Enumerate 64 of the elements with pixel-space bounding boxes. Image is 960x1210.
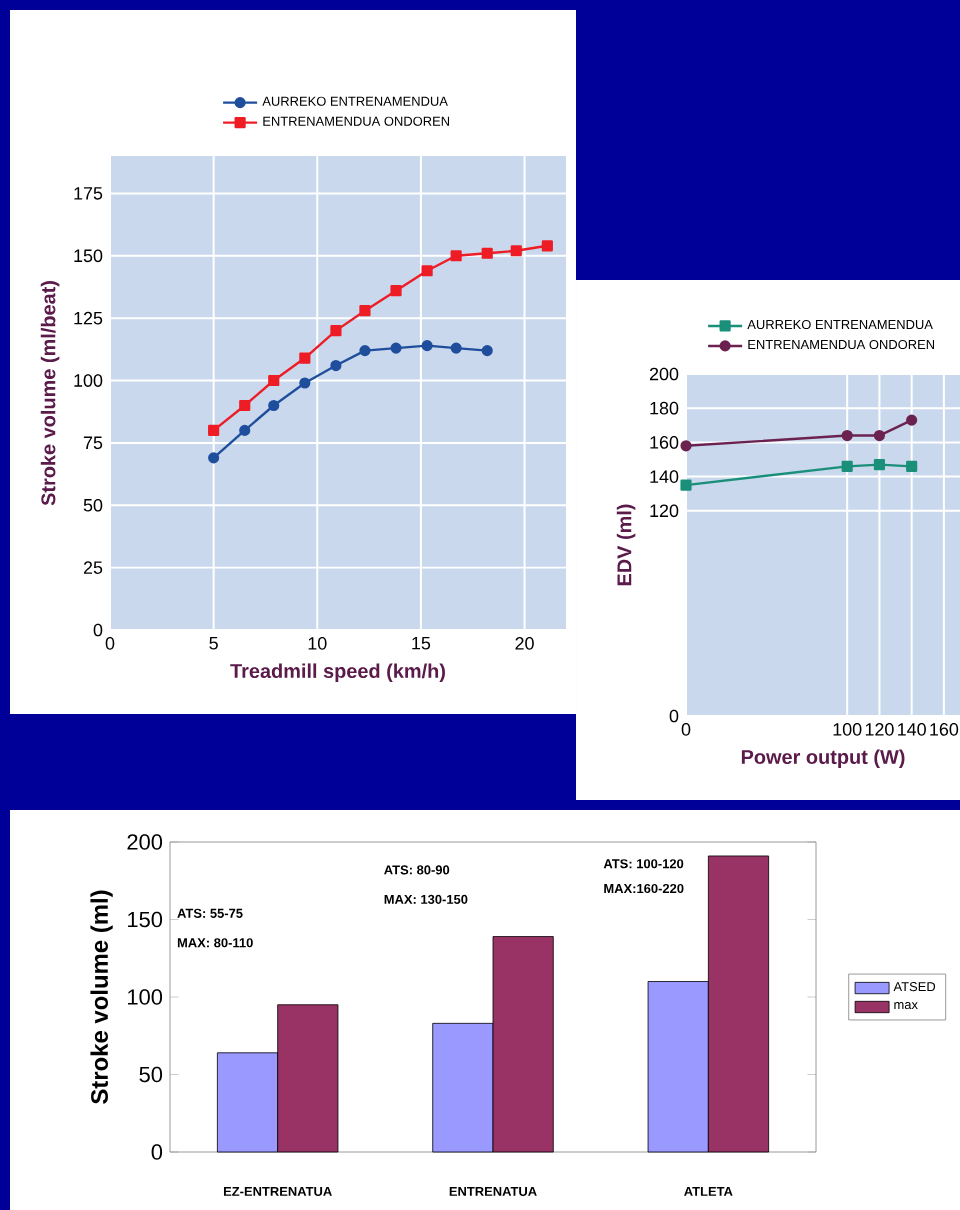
point [330,359,342,372]
point [421,265,433,277]
y-tick-label: 200 [127,834,163,850]
y-tick-label: 200 [649,367,679,381]
y-tick-label: 0 [93,623,103,637]
point [873,429,885,442]
y-tick-label: 175 [74,187,103,200]
y-tick-label: 75 [83,436,103,450]
y-tick-label: 140 [650,470,679,483]
point [841,429,853,442]
point [390,342,402,354]
x-tick-label: 15 [412,637,431,650]
y-tick-label: 100 [74,374,103,387]
y-tick-label: 0 [151,1144,163,1160]
point [421,340,433,352]
point [299,352,311,364]
y-tick-label: 120 [650,504,679,518]
x-tick-label: 0 [681,723,691,736]
x-axis-title: Treadmill speed (km/h) [230,663,445,682]
y-tick-label: 100 [128,989,163,1005]
point [208,452,220,464]
y-tick-label: 180 [650,401,679,415]
point [390,285,402,297]
x-tick-label: 100 [833,723,862,736]
point [510,245,522,257]
point [359,345,371,357]
y-axis-title: Stroke volume (ml) [90,890,113,1104]
y-tick-label: 160 [650,436,679,449]
point [481,345,493,357]
point [239,399,251,412]
point [680,479,692,491]
point [330,325,342,337]
point [268,374,280,387]
point [450,342,462,354]
point [873,459,885,471]
x-tick-label: 140 [898,723,926,736]
x-tick-label: 10 [308,637,327,650]
y-axis-title: Stroke volume (ml/beat) [40,281,60,506]
x-tick-label: 0 [105,637,115,650]
y-tick-label: 25 [83,561,103,574]
point [906,460,918,472]
x-tick-label: 160 [930,723,959,736]
x-axis-title: Power output (W) [741,749,905,768]
point [841,460,853,472]
point [239,424,251,436]
y-tick-label: 50 [83,498,103,512]
y-tick-label: 150 [128,911,163,928]
x-tick-label: 5 [209,637,218,650]
point [680,440,692,452]
y-tick-label: 50 [139,1066,163,1083]
point [268,399,280,412]
y-tick-label: 0 [669,709,679,723]
y-tick-label: 125 [74,311,103,325]
point [359,305,371,317]
y-axis-title: EDV (ml) [616,504,636,586]
x-tick-label: 120 [865,723,894,736]
point [208,424,220,436]
x-tick-label: 20 [515,637,534,650]
y-tick-label: 150 [74,249,103,263]
point [541,240,553,252]
point [299,377,311,389]
point [450,250,462,262]
point [906,414,918,426]
point [481,247,493,259]
